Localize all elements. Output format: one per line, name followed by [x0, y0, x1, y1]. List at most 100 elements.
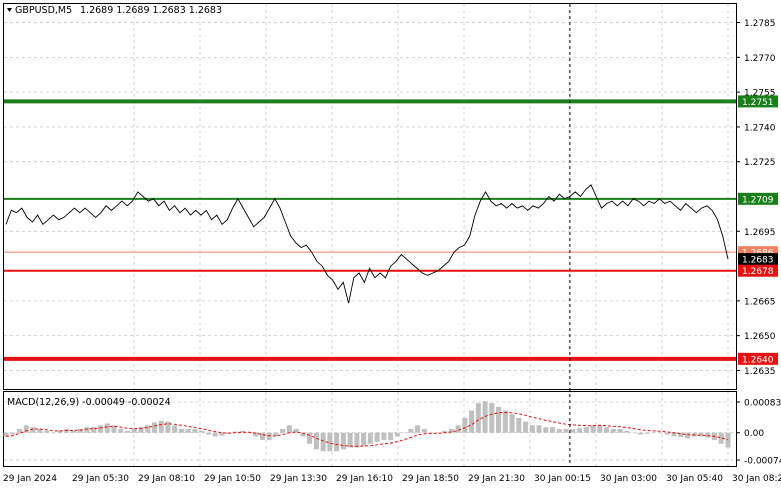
macd-bar	[529, 425, 535, 433]
macd-signal-line	[5, 411, 729, 447]
macd-bar	[253, 432, 259, 437]
macd-bar	[138, 427, 144, 433]
macd-bar	[556, 429, 562, 433]
price-tick-label: 1.2785	[744, 19, 776, 29]
macd-bar	[550, 427, 556, 433]
ohlc-label: 1.2689 1.2689 1.2683 1.2683	[80, 5, 222, 16]
time-tick-label: 29 Jan 18:50	[402, 474, 459, 484]
price-series	[5, 184, 729, 304]
macd-bar	[246, 432, 252, 434]
macd-bar	[347, 432, 353, 448]
macd-bar	[50, 432, 56, 434]
macd-bar	[658, 432, 664, 434]
macd-bar	[577, 428, 583, 433]
macd-bar	[570, 429, 576, 433]
macd-bar	[158, 420, 164, 433]
macd-bar	[307, 432, 313, 444]
macd-bar	[617, 429, 623, 433]
time-tick-label: 30 Jan 05:40	[666, 474, 723, 484]
macd-bar	[631, 432, 637, 434]
macd-bar	[698, 432, 704, 437]
macd-bar	[563, 429, 569, 433]
macd-bar	[442, 430, 448, 433]
time-tick-label: 29 Jan 16:10	[336, 474, 393, 484]
price-tick-label: 1.2635	[744, 367, 776, 377]
level-tag-label: 1.2683	[742, 256, 774, 266]
macd-bar	[536, 425, 542, 433]
macd-bar	[91, 427, 97, 433]
macd-tick-label: -0.00074	[744, 457, 781, 467]
macd-bar	[651, 432, 657, 434]
price-tick-label: 1.2725	[744, 158, 776, 168]
macd-bar	[401, 432, 407, 434]
macd-bar	[3, 432, 9, 437]
macd-bar	[678, 432, 684, 438]
macd-bar	[165, 421, 171, 433]
macd-bar	[604, 427, 610, 433]
macd-bar	[97, 425, 103, 433]
macd-bar	[118, 429, 124, 433]
time-tick-label: 30 Jan 03:00	[600, 474, 657, 484]
macd-bar	[671, 432, 677, 437]
macd-bar	[610, 429, 616, 433]
price-tick-label: 1.2695	[744, 228, 776, 238]
symbol-label: GBPUSD,M5	[15, 5, 72, 16]
level-tag-label: 1.2709	[742, 195, 774, 205]
macd-bar	[435, 432, 441, 434]
macd-bar	[334, 432, 340, 452]
macd-bar	[354, 432, 360, 448]
macd-bar	[10, 432, 16, 435]
price-polyline	[5, 184, 729, 304]
macd-bar	[185, 429, 191, 433]
macd-bar	[543, 427, 549, 433]
macd-bar	[273, 432, 279, 437]
macd-bar	[172, 425, 178, 433]
macd-bar	[212, 432, 218, 437]
macd-bar	[637, 432, 643, 435]
macd-bar	[388, 432, 394, 441]
level-tag-label: 1.2751	[742, 98, 774, 108]
macd-bar	[685, 432, 691, 439]
level-tag-bg	[738, 253, 778, 266]
macd-bar	[124, 430, 130, 433]
macd-bar	[421, 429, 427, 433]
collapse-triangle-icon[interactable]	[7, 8, 12, 12]
macd-bar	[523, 421, 529, 433]
macd-bar	[489, 403, 495, 433]
macd-bar	[644, 432, 650, 434]
macd-bar	[374, 432, 380, 442]
price-panel-frame	[3, 3, 737, 390]
price-tick-label: 1.2650	[744, 332, 776, 342]
macd-bar	[408, 429, 414, 433]
level-tag-bg	[738, 95, 778, 108]
macd-bar	[151, 422, 157, 433]
time-tick-label: 30 Jan 00:15	[534, 474, 591, 484]
macd-bar	[239, 430, 245, 433]
macd-signal-polyline	[5, 411, 729, 447]
macd-bar	[340, 432, 346, 450]
macd-y-axis: 0.00083 0.00 -0.00074	[736, 398, 781, 467]
macd-bar	[313, 432, 319, 450]
time-tick-label: 29 Jan 05:30	[72, 474, 129, 484]
macd-bar	[516, 417, 522, 433]
macd-bar	[502, 410, 508, 433]
macd-bar	[624, 430, 630, 433]
macd-bar	[23, 425, 29, 433]
macd-bar	[286, 425, 292, 433]
macd-bar	[70, 430, 76, 433]
macd-bar	[705, 432, 711, 438]
time-tick-label: 29 Jan 13:30	[270, 474, 327, 484]
time-tick-label: 29 Jan 2024	[3, 474, 57, 484]
macd-bar	[300, 432, 306, 437]
macd-bar	[84, 427, 90, 433]
macd-bar	[590, 425, 596, 433]
macd-bar	[293, 429, 299, 433]
time-tick-label: 29 Jan 21:30	[468, 474, 525, 484]
macd-bar	[475, 403, 481, 433]
macd-bar	[131, 429, 137, 433]
time-tick-label: 30 Jan 08:20	[732, 474, 781, 484]
macd-bar	[77, 429, 83, 433]
